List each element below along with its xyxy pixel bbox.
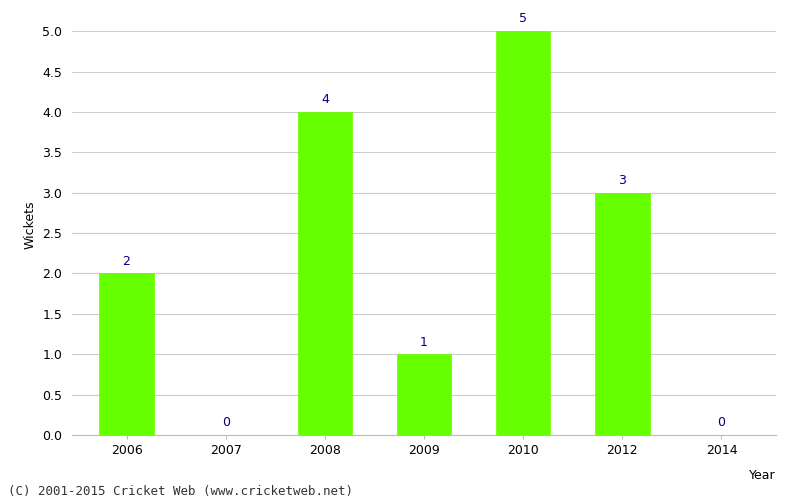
- Bar: [99, 274, 154, 435]
- Bar: [298, 112, 352, 435]
- Y-axis label: Wickets: Wickets: [24, 200, 37, 249]
- Bar: [496, 31, 550, 435]
- Text: 4: 4: [321, 94, 329, 106]
- Text: 5: 5: [519, 12, 527, 26]
- Text: Year: Year: [750, 468, 776, 481]
- Text: 0: 0: [222, 416, 230, 430]
- Text: 3: 3: [618, 174, 626, 187]
- Bar: [397, 354, 451, 435]
- Bar: [595, 192, 650, 435]
- Text: 0: 0: [718, 416, 726, 430]
- Text: 2: 2: [122, 255, 130, 268]
- Text: 1: 1: [420, 336, 428, 348]
- Text: (C) 2001-2015 Cricket Web (www.cricketweb.net): (C) 2001-2015 Cricket Web (www.cricketwe…: [8, 484, 353, 498]
